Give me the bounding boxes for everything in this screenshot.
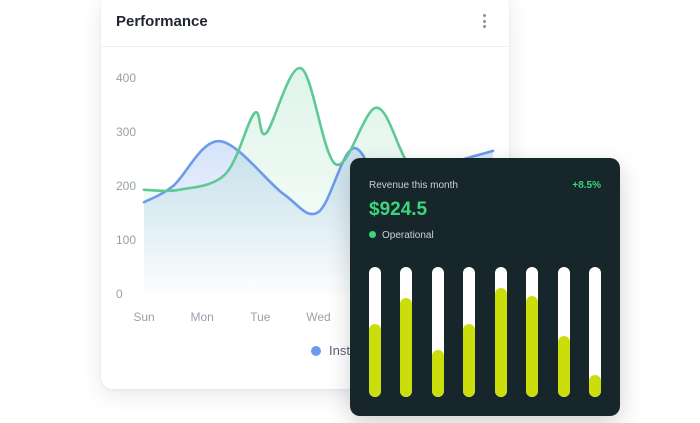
revenue-bar[interactable] xyxy=(557,267,570,397)
revenue-card: Revenue this month +8.5% $924.5 Operatio… xyxy=(350,158,620,416)
revenue-bar[interactable] xyxy=(526,267,539,397)
y-tick-label: 0 xyxy=(116,287,123,301)
revenue-bar-fill xyxy=(494,287,507,397)
x-tick-label: Wed xyxy=(306,310,330,324)
more-vertical-icon[interactable] xyxy=(478,14,490,30)
status-dot-icon xyxy=(369,230,376,238)
revenue-value: $924.5 xyxy=(369,199,428,220)
revenue-bar-fill xyxy=(431,350,444,397)
x-tick-label: Sun xyxy=(133,310,154,324)
x-tick-label: Tue xyxy=(250,310,271,324)
revenue-bar[interactable] xyxy=(494,267,507,397)
legend-dot-instagram xyxy=(311,345,321,356)
card-header: Performance xyxy=(101,0,509,47)
revenue-bar[interactable] xyxy=(369,267,381,397)
status-indicator: Operational xyxy=(369,230,434,241)
revenue-bar-fill xyxy=(557,335,570,397)
revenue-bar-fill xyxy=(463,324,476,397)
revenue-bar[interactable] xyxy=(589,267,601,397)
y-tick-label: 300 xyxy=(116,125,136,139)
revenue-change-badge: +8.5% xyxy=(572,180,601,191)
y-tick-label: 400 xyxy=(116,71,136,85)
card-title: Performance xyxy=(116,13,208,30)
revenue-bar[interactable] xyxy=(400,267,413,397)
y-tick-label: 100 xyxy=(116,233,136,247)
status-label: Operational xyxy=(382,230,434,241)
revenue-bar-chart xyxy=(369,267,601,397)
revenue-bar-fill xyxy=(526,295,539,397)
revenue-bar-fill xyxy=(589,374,601,397)
revenue-bar[interactable] xyxy=(463,267,476,397)
x-tick-label: Mon xyxy=(190,310,213,324)
revenue-bar-fill xyxy=(400,298,413,397)
y-tick-label: 200 xyxy=(116,179,136,193)
revenue-label: Revenue this month xyxy=(369,180,458,191)
revenue-bar-fill xyxy=(369,324,381,397)
revenue-bar[interactable] xyxy=(431,267,444,397)
